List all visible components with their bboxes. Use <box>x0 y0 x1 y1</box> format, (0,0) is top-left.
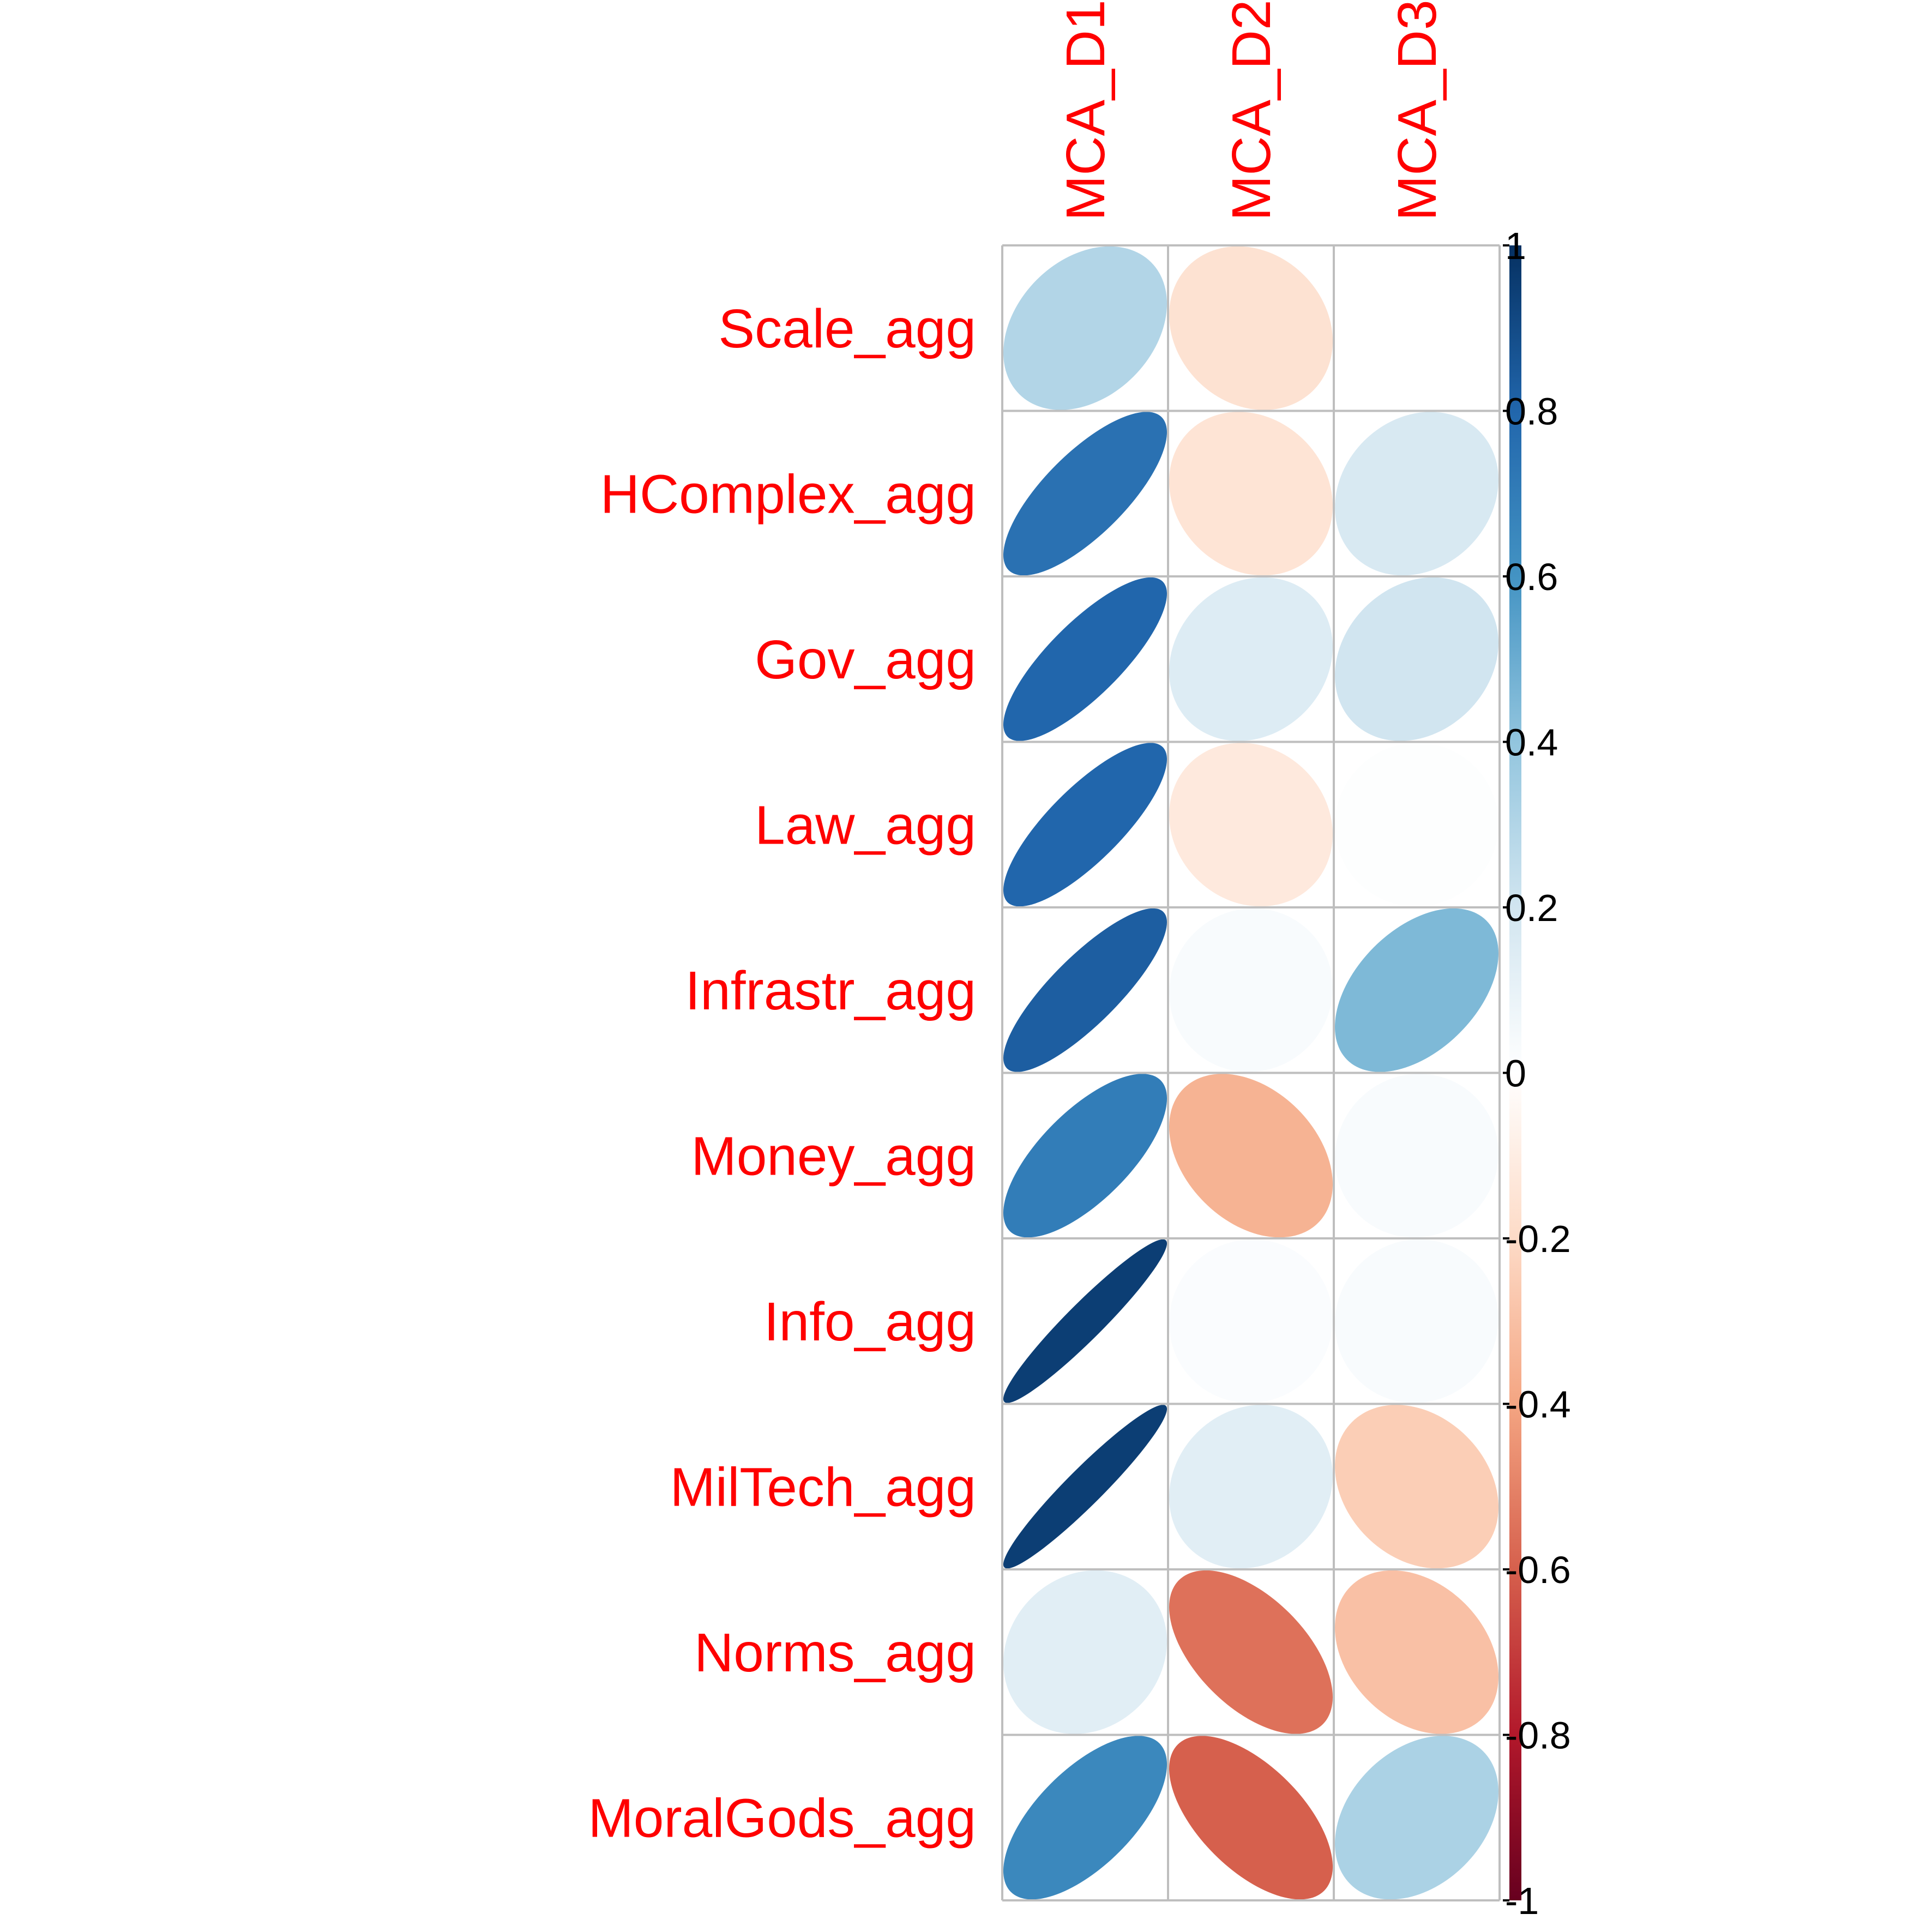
colorbar-tick-label: -0.6 <box>1505 1549 1571 1591</box>
colorbar-gradient <box>1509 245 1521 1900</box>
row-label: Money_agg <box>691 1126 976 1187</box>
ellipse-MilTech_agg-MCA_D2 <box>1169 1405 1333 1569</box>
ellipse-Info_agg-MCA_D2 <box>1169 1239 1333 1403</box>
row-label: HComplex_agg <box>600 464 976 525</box>
ellipse-Gov_agg-MCA_D1 <box>1003 577 1167 741</box>
ellipse-Scale_agg-MCA_D1 <box>1003 246 1167 410</box>
colorbar-tick-label: -0.4 <box>1505 1383 1571 1426</box>
ellipse-Info_agg-MCA_D3 <box>1335 1239 1498 1403</box>
ellipse-HComplex_agg-MCA_D1 <box>1003 412 1167 576</box>
column-label: MCA_D3 <box>1387 0 1448 221</box>
colorbar-tick-label: -0.8 <box>1505 1714 1571 1757</box>
ellipse-MoralGods_agg-MCA_D2 <box>1169 1736 1333 1900</box>
row-label: MoralGods_agg <box>588 1787 976 1849</box>
colorbar-tick-label: -1 <box>1505 1880 1539 1922</box>
ellipse-Scale_agg-MCA_D3 <box>1335 246 1498 410</box>
matrix-grid <box>1001 244 1501 1901</box>
ellipse-MoralGods_agg-MCA_D3 <box>1335 1736 1498 1900</box>
ellipse-Norms_agg-MCA_D3 <box>1335 1570 1498 1734</box>
colorbar-tick-label: 0.6 <box>1505 556 1558 598</box>
column-label: MCA_D1 <box>1055 0 1116 221</box>
ellipse-HComplex_agg-MCA_D2 <box>1169 412 1333 576</box>
row-label: Infrastr_agg <box>685 960 976 1021</box>
colorbar: 1 0.8 0.6 0.4 0.2 0 -0.2 -0.4 -0.6 -0.8 -1 <box>1503 225 1571 1922</box>
ellipse-MoralGods_agg-MCA_D1 <box>1003 1736 1167 1900</box>
colorbar-tick-label: -0.2 <box>1505 1218 1571 1260</box>
ellipse-Info_agg-MCA_D1 <box>1003 1239 1167 1403</box>
ellipse-Norms_agg-MCA_D1 <box>1003 1570 1167 1734</box>
colorbar-tick-label: 0.4 <box>1505 721 1558 764</box>
row-label: Gov_agg <box>755 629 976 690</box>
row-label: Law_agg <box>755 795 976 856</box>
column-labels: MCA_D1 MCA_D2 MCA_D3 <box>1055 0 1448 221</box>
ellipse-layer <box>1003 246 1499 1900</box>
row-label: Info_agg <box>764 1291 976 1352</box>
ellipse-Gov_agg-MCA_D2 <box>1169 577 1333 741</box>
row-label: Norms_agg <box>694 1622 976 1683</box>
ellipse-MilTech_agg-MCA_D1 <box>1003 1405 1167 1569</box>
ellipse-Infrastr_agg-MCA_D2 <box>1169 908 1333 1072</box>
ellipse-HComplex_agg-MCA_D3 <box>1335 412 1498 576</box>
ellipse-Infrastr_agg-MCA_D1 <box>1003 908 1167 1072</box>
ellipse-Gov_agg-MCA_D3 <box>1334 577 1499 741</box>
ellipse-Infrastr_agg-MCA_D3 <box>1335 908 1498 1072</box>
row-labels: Scale_agg HComplex_agg Gov_agg Law_agg Infra… <box>588 298 976 1849</box>
row-label: MilTech_agg <box>670 1456 976 1518</box>
colorbar-tick-label: 0.8 <box>1505 390 1558 433</box>
row-label: Scale_agg <box>718 298 976 359</box>
ellipse-Law_agg-MCA_D1 <box>1003 743 1167 907</box>
ellipse-Money_agg-MCA_D2 <box>1169 1074 1333 1238</box>
ellipse-Law_agg-MCA_D3 <box>1335 743 1498 907</box>
colorbar-tick-label: 0 <box>1505 1052 1526 1095</box>
colorbar-tick-label: 0.2 <box>1505 887 1558 929</box>
ellipse-Money_agg-MCA_D1 <box>1003 1074 1167 1238</box>
ellipse-Norms_agg-MCA_D2 <box>1169 1570 1333 1734</box>
colorbar-tick-label: 1 <box>1505 225 1526 267</box>
column-label: MCA_D2 <box>1221 0 1282 221</box>
ellipse-Money_agg-MCA_D3 <box>1335 1074 1498 1238</box>
ellipse-MilTech_agg-MCA_D3 <box>1335 1405 1498 1569</box>
ellipse-Law_agg-MCA_D2 <box>1169 743 1333 907</box>
ellipse-Scale_agg-MCA_D2 <box>1169 246 1333 410</box>
